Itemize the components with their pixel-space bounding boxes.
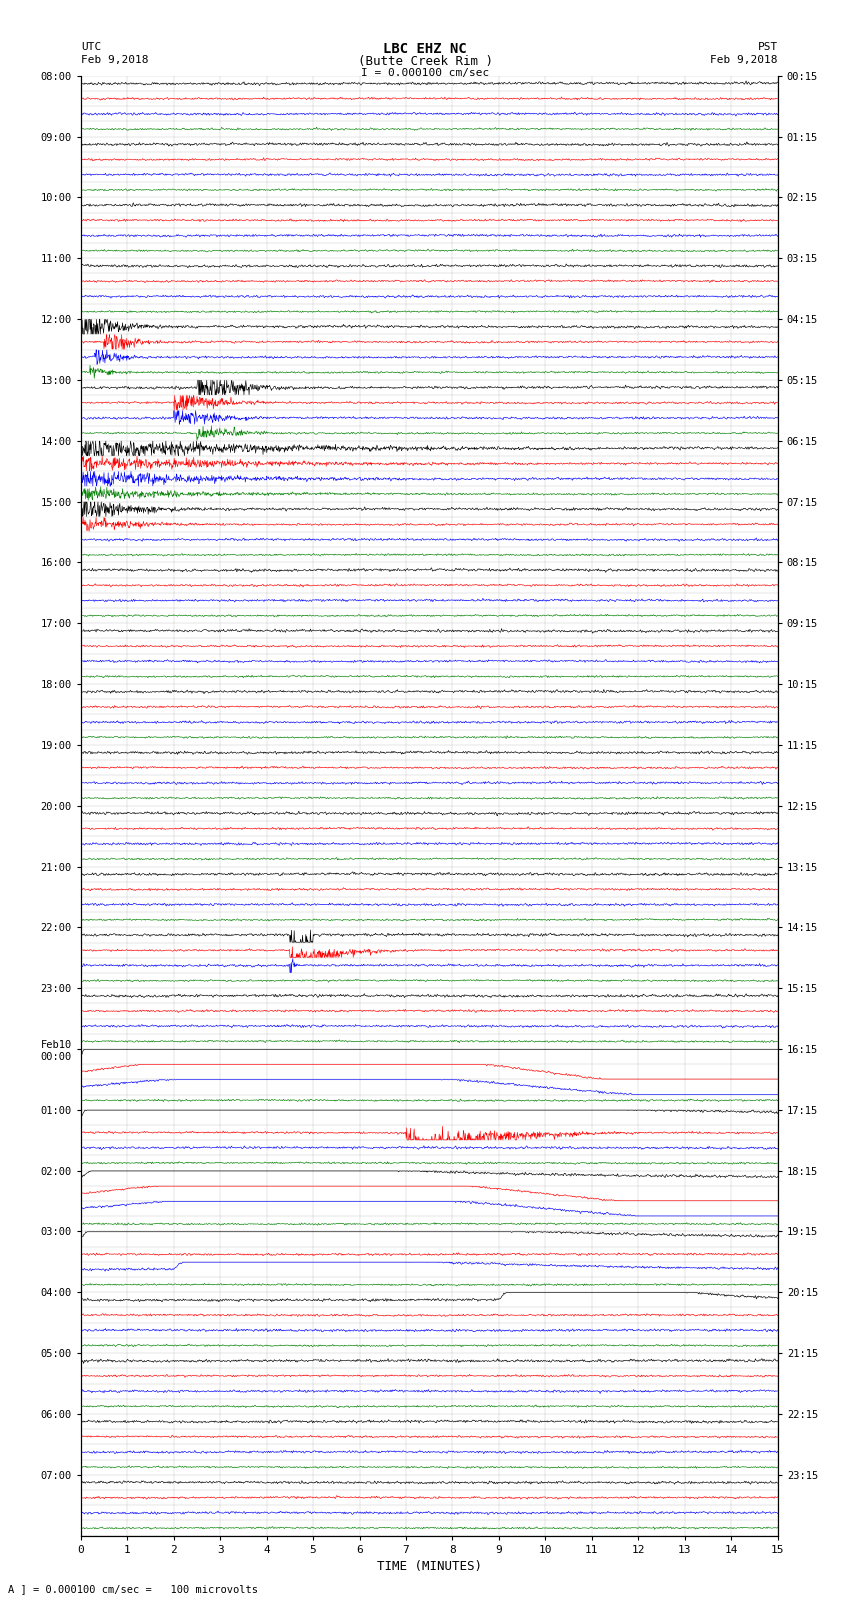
Text: PST: PST: [757, 42, 778, 52]
Text: UTC: UTC: [81, 42, 101, 52]
X-axis label: TIME (MINUTES): TIME (MINUTES): [377, 1560, 482, 1573]
Text: LBC EHZ NC: LBC EHZ NC: [383, 42, 467, 56]
Text: A ] = 0.000100 cm/sec =   100 microvolts: A ] = 0.000100 cm/sec = 100 microvolts: [8, 1584, 258, 1594]
Text: Feb 9,2018: Feb 9,2018: [711, 55, 778, 65]
Text: Feb 9,2018: Feb 9,2018: [81, 55, 148, 65]
Text: (Butte Creek Rim ): (Butte Creek Rim ): [358, 55, 492, 68]
Text: I = 0.000100 cm/sec: I = 0.000100 cm/sec: [361, 68, 489, 77]
